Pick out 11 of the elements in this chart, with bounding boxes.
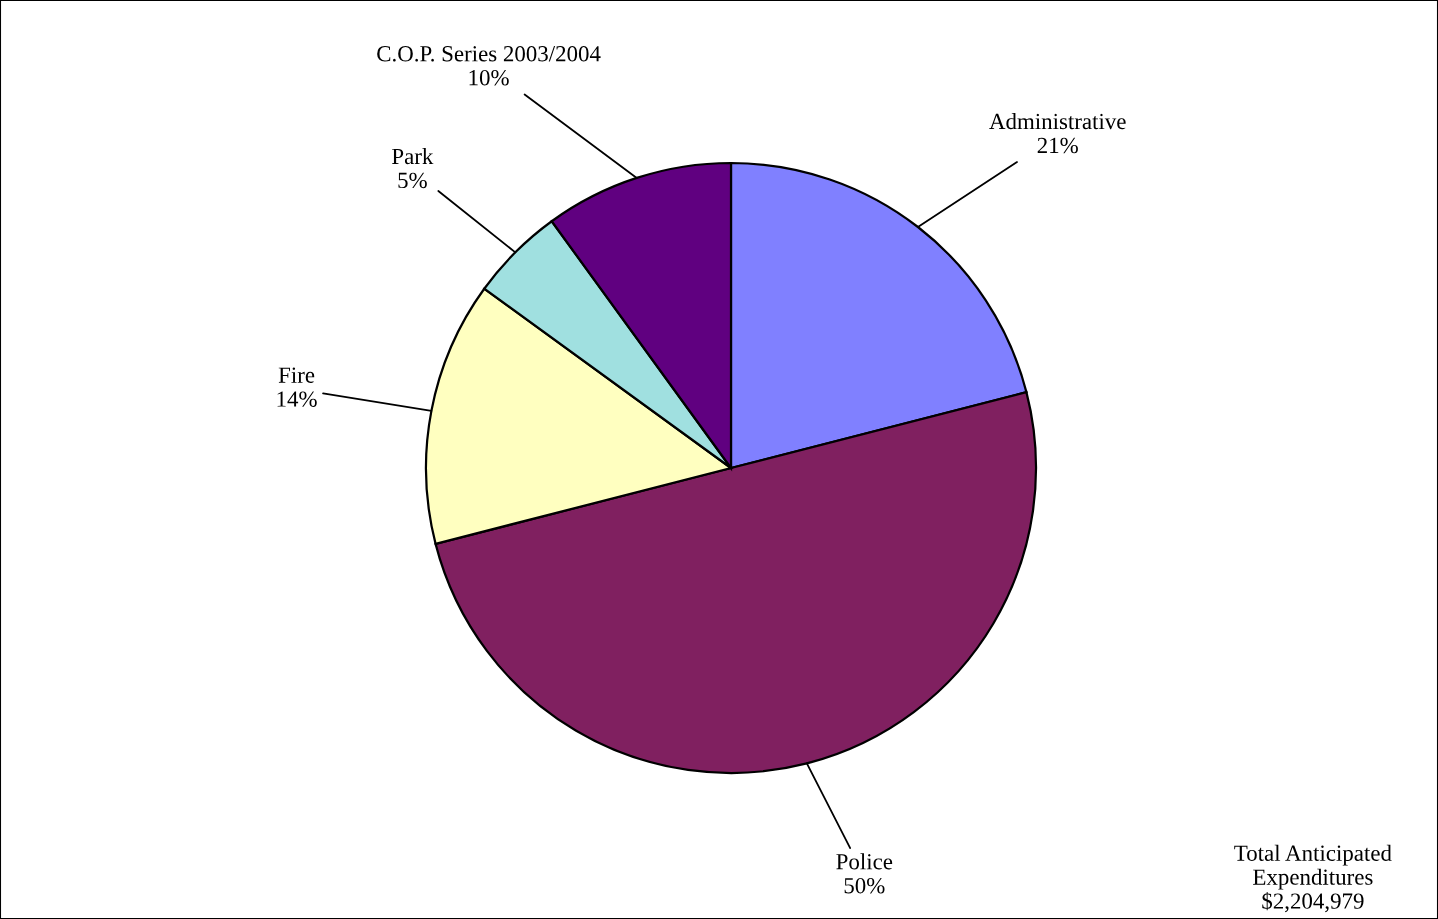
- data-label: 10%: [469, 69, 509, 86]
- data-label: 21%: [1037, 137, 1078, 154]
- slice-label: Park: [392, 148, 434, 165]
- slice-label: Administrative: [989, 113, 1126, 130]
- slice-label: Police: [836, 853, 893, 870]
- data-label: 50%: [844, 877, 885, 894]
- data-label: 14%: [277, 391, 317, 407]
- data-label: 5%: [398, 172, 427, 189]
- slice-label: Fire: [278, 367, 315, 383]
- slice-label: C.O.P. Series 2003/2004: [377, 45, 601, 62]
- text: Total Anticipated Expenditures $2,204,979: [1234, 844, 1392, 913]
